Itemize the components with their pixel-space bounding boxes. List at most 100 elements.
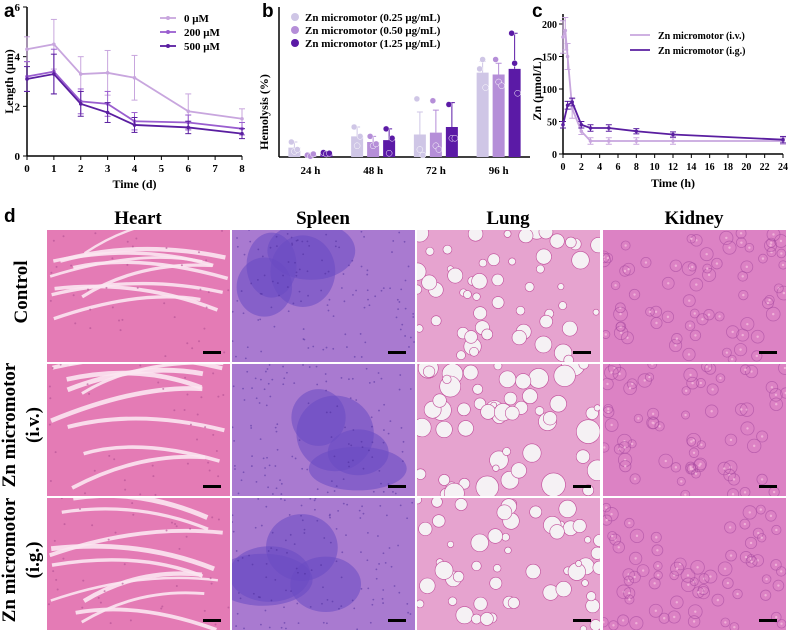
alveolus — [418, 521, 433, 536]
tubule — [706, 383, 719, 396]
nucleus — [264, 370, 267, 373]
nucleus — [302, 328, 305, 330]
alveolus — [471, 613, 482, 625]
tubule-lumen — [621, 619, 625, 622]
data-point — [435, 146, 443, 153]
tubule — [607, 531, 618, 542]
nucleus — [303, 532, 306, 534]
muscle-fiber-gap — [54, 284, 219, 312]
tubule — [619, 460, 632, 473]
alveolus — [480, 612, 494, 626]
nucleus — [119, 329, 122, 332]
tubule — [739, 486, 751, 496]
data-point — [78, 72, 83, 76]
scale-bar — [573, 351, 591, 354]
alveolus — [572, 519, 587, 533]
nucleus — [398, 591, 401, 594]
nucleus — [236, 237, 238, 239]
nucleus — [346, 346, 348, 348]
muscle-fiber-gap — [59, 246, 226, 263]
nucleus — [286, 232, 289, 235]
tubule — [689, 577, 699, 587]
nucleus — [409, 613, 412, 615]
nucleus — [291, 242, 293, 245]
data-point — [445, 101, 453, 108]
tubule-lumen — [742, 293, 745, 297]
nucleus — [89, 308, 92, 311]
nucleus — [399, 374, 402, 376]
tubule — [622, 262, 635, 276]
tubule-lumen — [637, 417, 640, 420]
nucleus — [107, 538, 110, 541]
tubule-lumen — [610, 512, 613, 516]
scale-bar — [203, 619, 221, 622]
alveolus — [549, 233, 565, 249]
legend-label: 200 μM — [184, 27, 220, 39]
tubule-lumen — [774, 393, 778, 397]
tubule-lumen — [711, 388, 714, 391]
tubule — [647, 407, 660, 420]
nucleus — [301, 240, 304, 243]
nucleus — [237, 559, 240, 562]
data-point — [105, 110, 110, 115]
alveolus — [557, 283, 565, 291]
tubule-lumen — [688, 299, 691, 302]
tissue-background — [47, 364, 230, 496]
alveolus — [471, 560, 482, 572]
nucleus — [243, 253, 246, 256]
tubule — [604, 418, 619, 432]
tissue-background — [603, 498, 786, 630]
nucleus — [285, 627, 287, 630]
alveolus — [417, 498, 422, 505]
nucleus — [260, 350, 263, 353]
legend-marker — [291, 39, 299, 47]
nucleus — [289, 533, 292, 536]
nucleus — [97, 596, 100, 599]
tubule-lumen — [610, 423, 613, 427]
nucleus — [89, 327, 92, 330]
nucleus — [325, 389, 328, 392]
muscle-fiber-gap — [83, 230, 135, 255]
tubule-lumen — [687, 583, 690, 586]
nucleus — [237, 492, 240, 495]
tubule-lumen — [693, 312, 696, 315]
nucleus — [161, 605, 164, 608]
tubule — [780, 387, 786, 399]
nucleus — [301, 467, 304, 470]
tubule-lumen — [760, 478, 764, 481]
nucleus — [407, 611, 410, 614]
nucleus — [355, 289, 357, 292]
nucleus — [360, 551, 362, 554]
data-point — [634, 129, 639, 134]
alveolus — [504, 405, 520, 421]
nucleus — [203, 609, 206, 612]
nucleus — [286, 286, 289, 288]
nucleus — [404, 335, 407, 337]
nucleus — [400, 288, 403, 291]
nucleus — [351, 377, 354, 380]
nucleus — [273, 325, 276, 328]
data-point — [634, 139, 639, 143]
data-point — [382, 125, 390, 133]
tubule — [661, 276, 675, 290]
data-point — [451, 135, 459, 142]
nucleus — [256, 278, 259, 281]
nucleus — [371, 425, 373, 428]
nucleus — [334, 245, 337, 248]
tubule — [687, 262, 697, 272]
tubule — [761, 574, 772, 584]
nucleus — [358, 509, 361, 512]
nucleus — [366, 289, 369, 292]
nucleus — [366, 559, 369, 562]
alveolus — [489, 576, 503, 590]
nucleus — [398, 388, 401, 391]
tubule-lumen — [768, 298, 771, 302]
tubule — [704, 404, 719, 418]
tubule-lumen — [684, 493, 687, 496]
nucleus — [284, 539, 287, 542]
alveolus — [565, 236, 577, 249]
data-point — [671, 132, 675, 137]
nucleus — [131, 502, 134, 505]
x-tick-label: 0 — [24, 163, 30, 175]
nucleus — [249, 240, 252, 243]
